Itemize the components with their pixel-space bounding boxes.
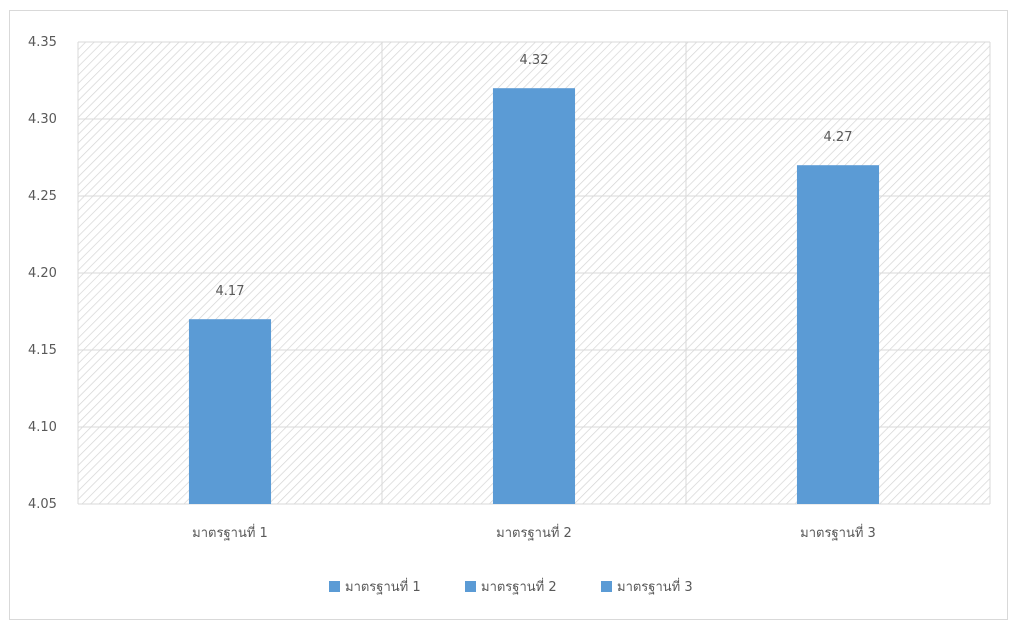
data-label: 4.27 — [824, 130, 853, 145]
y-tick-label: 4.10 — [28, 420, 57, 435]
y-tick-label: 4.25 — [28, 189, 57, 204]
y-tick-label: 4.35 — [28, 35, 57, 50]
bars — [188, 88, 880, 504]
y-tick-label: 4.05 — [28, 497, 57, 512]
data-label: 4.32 — [520, 53, 549, 68]
bar — [188, 319, 272, 504]
x-axis: มาตรฐานที่ 1 มาตรฐานที่ 2 มาตรฐานที่ 3 — [192, 524, 876, 541]
legend-swatch — [601, 581, 612, 592]
x-category-label: มาตรฐานที่ 3 — [800, 524, 876, 541]
legend: มาตรฐานที่ 1 มาตรฐานที่ 2 มาตรฐานที่ 3 — [329, 578, 693, 595]
y-tick-label: 4.30 — [28, 112, 57, 127]
x-category-label: มาตรฐานที่ 2 — [496, 524, 572, 541]
x-category-label: มาตรฐานที่ 1 — [192, 524, 268, 541]
legend-label: มาตรฐานที่ 2 — [481, 578, 557, 595]
y-axis: 4.05 4.10 4.15 4.20 4.25 4.30 4.35 — [28, 35, 57, 512]
bar — [796, 165, 880, 504]
y-tick-label: 4.20 — [28, 266, 57, 281]
legend-label: มาตรฐานที่ 3 — [617, 578, 693, 595]
y-tick-label: 4.15 — [28, 343, 57, 358]
legend-label: มาตรฐานที่ 1 — [345, 578, 421, 595]
legend-swatch — [329, 581, 340, 592]
legend-swatch — [465, 581, 476, 592]
bar — [492, 88, 576, 504]
data-label: 4.17 — [216, 284, 245, 299]
data-labels: 4.17 4.32 4.27 — [216, 53, 853, 299]
